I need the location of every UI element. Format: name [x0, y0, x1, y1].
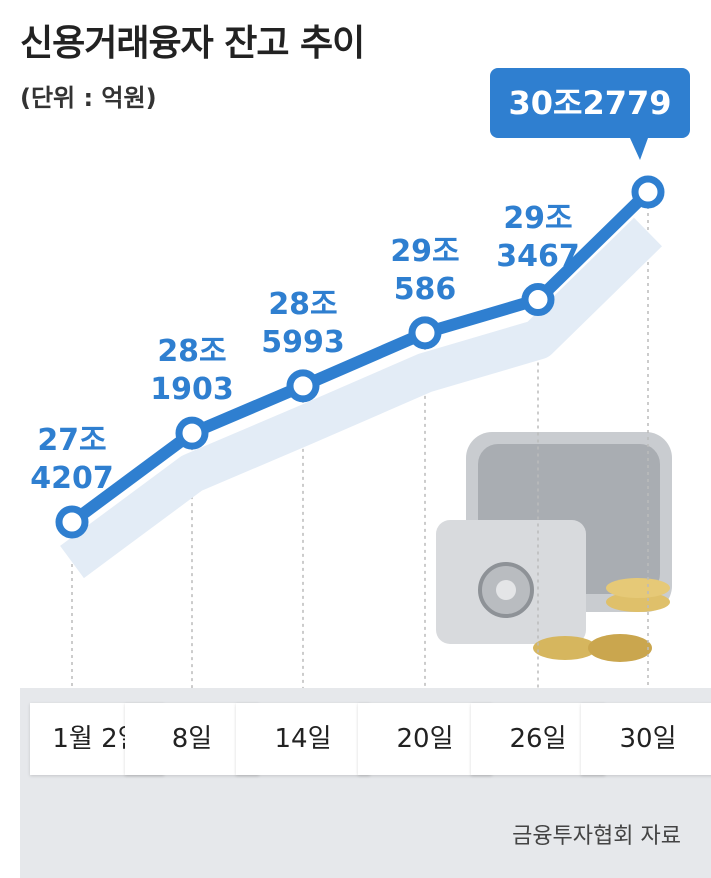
value-label: 28조 1903	[150, 334, 234, 408]
value-callout: 30조2779	[490, 68, 690, 138]
data-line	[68, 187, 653, 527]
data-point	[408, 316, 442, 350]
line-shadow	[60, 217, 662, 579]
data-point	[175, 416, 209, 450]
chart-subtitle: (단위 : 억원)	[20, 84, 157, 112]
value-label: 28조 5993	[261, 286, 345, 360]
x-tick-label: 30일	[581, 703, 711, 775]
source-note: 금융투자협회 자료	[512, 824, 681, 849]
callout-pointer	[630, 138, 648, 160]
data-point	[55, 505, 89, 539]
data-point	[631, 175, 665, 209]
data-point	[521, 283, 555, 317]
chart-title: 신용거래융자 잔고 추이	[20, 23, 365, 64]
x-tick-label: 20일	[358, 703, 492, 775]
value-label: 27조 4207	[30, 423, 114, 496]
x-tick-label: 14일	[236, 703, 370, 775]
data-point	[286, 369, 320, 403]
value-label: 29조 3467	[496, 200, 580, 274]
safe-icon	[436, 432, 672, 662]
value-label: 29조 586	[390, 233, 460, 307]
